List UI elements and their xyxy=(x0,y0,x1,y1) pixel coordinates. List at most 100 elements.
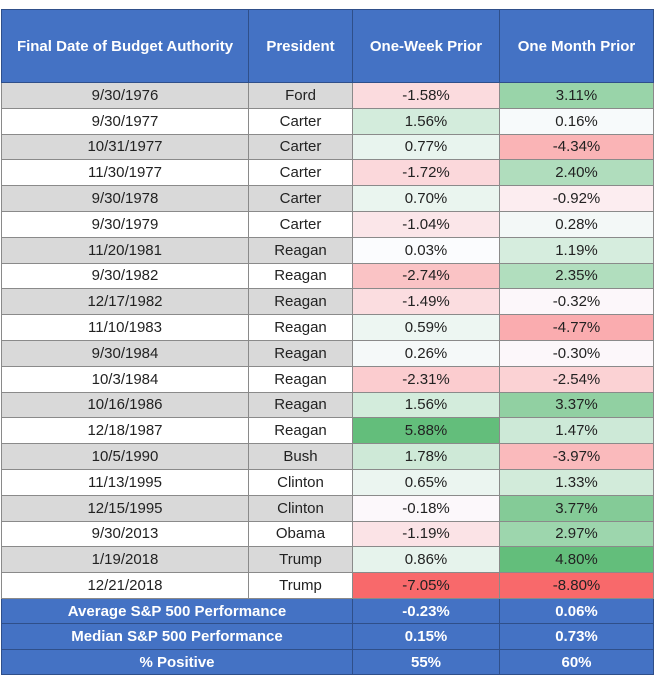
summary-row: Median S&P 500 Performance 0.15% 0.73% xyxy=(1,623,654,650)
president-cell: Reagan xyxy=(248,236,353,264)
one-week-value-cell: -1.58% xyxy=(352,82,500,109)
president-cell: Reagan xyxy=(248,417,353,445)
date-cell: 10/31/1977 xyxy=(1,133,249,161)
president-cell: Bush xyxy=(248,443,353,470)
table-row: 9/30/1982 Reagan -2.74% 2.35% xyxy=(1,262,654,290)
one-week-value-cell: 0.65% xyxy=(352,468,500,496)
date-cell: 12/21/2018 xyxy=(1,572,249,599)
one-month-value-cell: 1.47% xyxy=(499,417,654,445)
one-month-value-cell: -4.77% xyxy=(499,314,654,341)
president-cell: Carter xyxy=(248,185,353,212)
president-cell: Ford xyxy=(248,82,353,109)
date-cell: 12/17/1982 xyxy=(1,288,249,316)
one-week-value-cell: -1.04% xyxy=(352,210,500,238)
table-row: 12/17/1982 Reagan -1.49% -0.32% xyxy=(1,288,654,316)
summary-label: Average S&P 500 Performance xyxy=(1,597,353,625)
president-cell: Carter xyxy=(248,107,353,135)
summary-label: % Positive xyxy=(1,648,353,676)
one-month-value-cell: 2.40% xyxy=(499,159,654,187)
one-week-value-cell: -1.19% xyxy=(352,520,500,548)
table-row: 10/5/1990 Bush 1.78% -3.97% xyxy=(1,443,654,470)
date-cell: 11/20/1981 xyxy=(1,236,249,264)
one-month-value-cell: 4.80% xyxy=(499,546,654,574)
table-row: 11/10/1983 Reagan 0.59% -4.77% xyxy=(1,314,654,341)
table-row: 12/21/2018 Trump -7.05% -8.80% xyxy=(1,572,654,599)
date-cell: 9/30/1984 xyxy=(1,339,249,367)
date-cell: 10/3/1984 xyxy=(1,365,249,393)
date-cell: 9/30/1978 xyxy=(1,185,249,212)
one-week-value-cell: 0.03% xyxy=(352,236,500,264)
one-month-value-cell: 1.19% xyxy=(499,236,654,264)
president-cell: Reagan xyxy=(248,262,353,290)
budget-performance-table: Final Date of Budget Authority President… xyxy=(1,9,654,676)
summary-month-value: 60% xyxy=(499,648,654,676)
president-cell: Carter xyxy=(248,210,353,238)
one-week-value-cell: 1.78% xyxy=(352,443,500,470)
one-month-value-cell: -0.30% xyxy=(499,339,654,367)
one-week-value-cell: 1.56% xyxy=(352,107,500,135)
one-week-value-cell: -2.74% xyxy=(352,262,500,290)
table-row: 1/19/2018 Trump 0.86% 4.80% xyxy=(1,546,654,574)
table-row: 10/16/1986 Reagan 1.56% 3.37% xyxy=(1,391,654,419)
one-week-value-cell: 0.70% xyxy=(352,185,500,212)
summary-row: % Positive 55% 60% xyxy=(1,648,654,676)
one-month-value-cell: 2.97% xyxy=(499,520,654,548)
one-month-value-cell: -0.92% xyxy=(499,185,654,212)
president-cell: Reagan xyxy=(248,339,353,367)
date-cell: 9/30/2013 xyxy=(1,520,249,548)
table-row: 9/30/1979 Carter -1.04% 0.28% xyxy=(1,210,654,238)
date-cell: 9/30/1979 xyxy=(1,210,249,238)
president-cell: Carter xyxy=(248,159,353,187)
president-cell: Clinton xyxy=(248,468,353,496)
date-cell: 12/15/1995 xyxy=(1,494,249,522)
summary-week-value: 0.15% xyxy=(352,623,500,650)
one-week-value-cell: 0.77% xyxy=(352,133,500,161)
one-month-value-cell: 1.33% xyxy=(499,468,654,496)
table-header-row: Final Date of Budget Authority President… xyxy=(1,9,654,83)
date-cell: 10/5/1990 xyxy=(1,443,249,470)
one-week-value-cell: -0.18% xyxy=(352,494,500,522)
date-cell: 11/13/1995 xyxy=(1,468,249,496)
date-cell: 1/19/2018 xyxy=(1,546,249,574)
table-row: 12/18/1987 Reagan 5.88% 1.47% xyxy=(1,417,654,445)
header-final-date: Final Date of Budget Authority xyxy=(1,9,249,83)
header-one-week-prior: One-Week Prior xyxy=(352,9,500,83)
table-row: 9/30/1977 Carter 1.56% 0.16% xyxy=(1,107,654,135)
president-cell: Carter xyxy=(248,133,353,161)
date-cell: 10/16/1986 xyxy=(1,391,249,419)
summary-row: Average S&P 500 Performance -0.23% 0.06% xyxy=(1,597,654,625)
header-president: President xyxy=(248,9,353,83)
one-month-value-cell: -0.32% xyxy=(499,288,654,316)
one-week-value-cell: -2.31% xyxy=(352,365,500,393)
table-row: 10/3/1984 Reagan -2.31% -2.54% xyxy=(1,365,654,393)
president-cell: Obama xyxy=(248,520,353,548)
one-month-value-cell: 0.28% xyxy=(499,210,654,238)
president-cell: Trump xyxy=(248,572,353,599)
table-row: 9/30/1984 Reagan 0.26% -0.30% xyxy=(1,339,654,367)
performance-table-container: Final Date of Budget Authority President… xyxy=(0,9,654,676)
table-row: 11/20/1981 Reagan 0.03% 1.19% xyxy=(1,236,654,264)
president-cell: Reagan xyxy=(248,314,353,341)
one-month-value-cell: 3.11% xyxy=(499,82,654,109)
one-week-value-cell: 1.56% xyxy=(352,391,500,419)
header-one-month-prior: One Month Prior xyxy=(499,9,654,83)
one-month-value-cell: -8.80% xyxy=(499,572,654,599)
one-month-value-cell: -4.34% xyxy=(499,133,654,161)
president-cell: Clinton xyxy=(248,494,353,522)
summary-week-value: 55% xyxy=(352,648,500,676)
table-body: 9/30/1976 Ford -1.58% 3.11% 9/30/1977 Carter 1… xyxy=(1,82,654,676)
president-cell: Reagan xyxy=(248,391,353,419)
summary-month-value: 0.06% xyxy=(499,597,654,625)
one-month-value-cell: 3.37% xyxy=(499,391,654,419)
summary-month-value: 0.73% xyxy=(499,623,654,650)
date-cell: 9/30/1982 xyxy=(1,262,249,290)
one-week-value-cell: -1.72% xyxy=(352,159,500,187)
summary-week-value: -0.23% xyxy=(352,597,500,625)
table-row: 9/30/1978 Carter 0.70% -0.92% xyxy=(1,185,654,212)
date-cell: 12/18/1987 xyxy=(1,417,249,445)
date-cell: 11/10/1983 xyxy=(1,314,249,341)
one-month-value-cell: -3.97% xyxy=(499,443,654,470)
summary-label: Median S&P 500 Performance xyxy=(1,623,353,650)
date-cell: 9/30/1976 xyxy=(1,82,249,109)
one-month-value-cell: 0.16% xyxy=(499,107,654,135)
